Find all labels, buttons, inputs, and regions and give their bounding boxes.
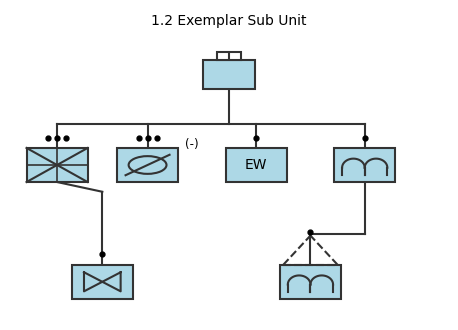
Ellipse shape <box>129 156 167 174</box>
Bar <box>72 265 133 299</box>
Bar <box>27 148 87 182</box>
Bar <box>217 52 241 59</box>
Bar <box>334 148 395 182</box>
Bar <box>280 265 341 299</box>
Bar <box>203 59 255 89</box>
Bar <box>226 148 287 182</box>
Text: 1.2 Exemplar Sub Unit: 1.2 Exemplar Sub Unit <box>151 14 307 28</box>
Text: (-): (-) <box>185 138 198 151</box>
Bar <box>117 148 178 182</box>
Text: EW: EW <box>245 158 267 172</box>
